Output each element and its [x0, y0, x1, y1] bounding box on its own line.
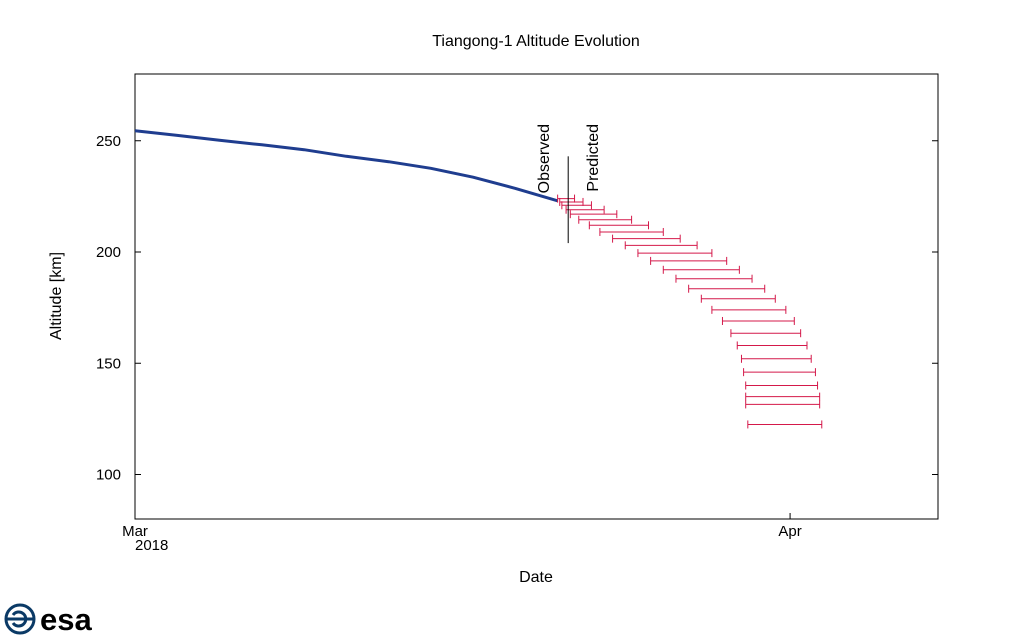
y-axis-title: Altitude [km] — [48, 252, 65, 340]
observed-label: Observed — [536, 124, 553, 193]
error-bar — [637, 249, 713, 258]
error-bar — [588, 221, 649, 230]
annotations: Observed Predicted — [536, 124, 602, 244]
error-bar — [711, 305, 787, 314]
error-bar — [743, 368, 816, 377]
predicted-series — [557, 194, 823, 429]
y-tick-label: 250 — [96, 133, 121, 150]
observed-line — [134, 129, 559, 203]
error-bar — [559, 197, 584, 206]
error-bar — [688, 284, 766, 293]
error-bar — [675, 274, 753, 283]
error-bar — [740, 354, 812, 363]
chart-title: Tiangong-1 Altitude Evolution — [432, 33, 640, 50]
esa-logo: esa — [4, 602, 92, 637]
error-bar — [721, 316, 795, 325]
error-bar — [650, 256, 728, 265]
error-bar — [736, 341, 808, 350]
y-tick-label: 200 — [96, 244, 121, 261]
error-bar — [612, 234, 681, 243]
error-bar — [565, 205, 605, 214]
y-tick-label: 100 — [96, 467, 121, 484]
error-bar — [599, 227, 664, 236]
error-bar — [578, 215, 633, 224]
x-tick-label: Mar — [122, 523, 148, 540]
error-bar — [624, 241, 698, 250]
y-tick-label: 150 — [96, 355, 121, 372]
error-bar — [730, 329, 802, 338]
error-bar — [747, 420, 823, 429]
predicted-label: Predicted — [585, 124, 602, 192]
error-bar — [569, 210, 618, 219]
observed-series — [134, 129, 559, 203]
x-tick-sublabel: 2018 — [135, 537, 168, 554]
x-tick-label: Apr — [778, 523, 801, 540]
x-axis-title: Date — [519, 569, 553, 586]
error-bar — [745, 381, 819, 390]
esa-logo-mark-icon — [4, 603, 36, 635]
error-bar — [745, 400, 821, 409]
error-bar — [745, 392, 821, 401]
plot-frame — [134, 73, 939, 520]
error-bar — [700, 294, 776, 303]
error-bar — [561, 201, 592, 210]
esa-logo-text: esa — [40, 602, 92, 637]
y-axis: 100 150 200 250 — [96, 133, 938, 484]
error-bar — [557, 194, 576, 203]
error-bar — [662, 265, 740, 274]
